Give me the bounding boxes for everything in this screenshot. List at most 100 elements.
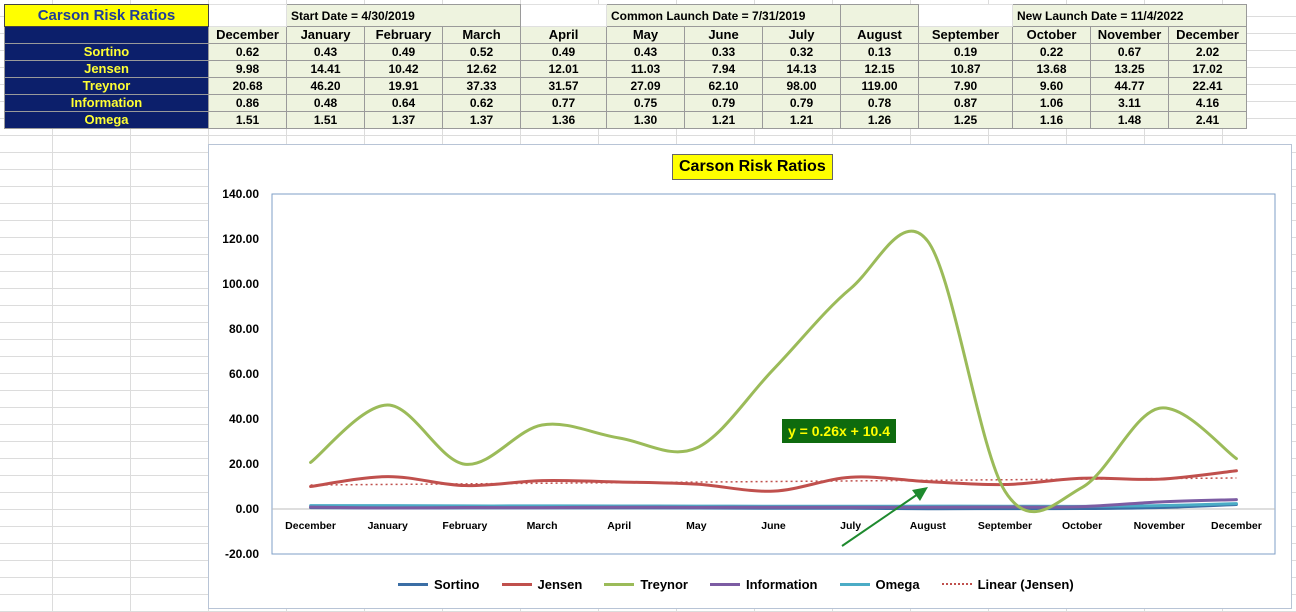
value-cell[interactable]: 19.91 <box>364 77 443 95</box>
row-label-omega[interactable]: Omega <box>4 111 209 129</box>
value-cell[interactable]: 0.13 <box>840 43 919 61</box>
plot-area[interactable] <box>271 193 1276 555</box>
value-cell[interactable]: 1.51 <box>208 111 287 129</box>
value-cell[interactable]: 14.41 <box>286 60 365 78</box>
value-cell[interactable]: 20.68 <box>208 77 287 95</box>
value-cell[interactable]: 7.90 <box>918 77 1013 95</box>
month-header[interactable]: April <box>520 26 607 44</box>
series-line-information[interactable] <box>309 498 1238 510</box>
value-cell[interactable]: 2.41 <box>1168 111 1247 129</box>
value-cell[interactable]: 1.51 <box>286 111 365 129</box>
month-header[interactable]: March <box>442 26 521 44</box>
value-cell[interactable]: 10.42 <box>364 60 443 78</box>
row-label-treynor[interactable]: Treynor <box>4 77 209 95</box>
legend-item-omega[interactable]: Omega <box>839 576 920 592</box>
value-cell[interactable]: 1.25 <box>918 111 1013 129</box>
banner-blank-cell[interactable] <box>840 4 919 27</box>
value-cell[interactable]: 1.48 <box>1090 111 1169 129</box>
value-cell[interactable]: 1.36 <box>520 111 607 129</box>
value-cell[interactable]: 11.03 <box>606 60 685 78</box>
value-cell[interactable]: 0.32 <box>762 43 841 61</box>
x-tick-label: June <box>761 520 786 532</box>
value-cell[interactable]: 37.33 <box>442 77 521 95</box>
legend-item-linear-jensen[interactable]: Linear (Jensen) <box>941 576 1074 592</box>
value-cell[interactable]: 44.77 <box>1090 77 1169 95</box>
value-cell[interactable]: 27.09 <box>606 77 685 95</box>
value-cell[interactable]: 0.86 <box>208 94 287 112</box>
value-cell[interactable]: 0.33 <box>684 43 763 61</box>
value-cell[interactable]: 1.37 <box>442 111 521 129</box>
value-cell[interactable]: 46.20 <box>286 77 365 95</box>
value-cell[interactable]: 0.62 <box>208 43 287 61</box>
value-cell[interactable]: 0.67 <box>1090 43 1169 61</box>
y-tick-label: 140.00 <box>222 187 259 201</box>
blank-cell[interactable] <box>918 4 1013 27</box>
value-cell[interactable]: 0.75 <box>606 94 685 112</box>
value-cell[interactable]: 1.21 <box>684 111 763 129</box>
value-cell[interactable]: 0.77 <box>520 94 607 112</box>
x-tick-label: November <box>1134 520 1185 532</box>
legend-item-treynor[interactable]: Treynor <box>604 577 688 592</box>
value-cell[interactable]: 12.01 <box>520 60 607 78</box>
value-cell[interactable]: 7.94 <box>684 60 763 78</box>
x-tick-label: December <box>285 520 336 532</box>
trendline-linear-jensen[interactable] <box>310 477 1237 486</box>
value-cell[interactable]: 0.48 <box>286 94 365 112</box>
legend-item-sortino[interactable]: Sortino <box>398 577 480 592</box>
legend-label: Sortino <box>434 576 480 592</box>
value-cell[interactable]: 1.26 <box>840 111 919 129</box>
value-cell[interactable]: 9.98 <box>208 60 287 78</box>
trendline-equation[interactable]: y = 0.26x + 10.4 <box>782 419 896 443</box>
value-cell[interactable]: 0.22 <box>1012 43 1091 61</box>
legend-label: Linear (Jensen) <box>977 576 1074 592</box>
value-cell[interactable]: 0.43 <box>286 43 365 61</box>
series-line-jensen[interactable] <box>309 469 1238 493</box>
value-cell[interactable]: 1.21 <box>762 111 841 129</box>
value-cell[interactable]: 10.87 <box>918 60 1013 78</box>
month-header[interactable]: May <box>606 26 685 44</box>
y-tick-label: 80.00 <box>229 322 259 336</box>
common-launch-banner[interactable]: Common Launch Date = 7/31/2019 <box>606 4 841 27</box>
series-line-treynor[interactable] <box>309 229 1238 514</box>
annotation-arrow-shaft <box>841 493 919 547</box>
value-cell[interactable]: 13.68 <box>1012 60 1091 78</box>
value-cell[interactable]: 0.19 <box>918 43 1013 61</box>
month-header[interactable]: August <box>840 26 919 44</box>
value-cell[interactable]: 13.25 <box>1090 60 1169 78</box>
chart-title[interactable]: Carson Risk Ratios <box>672 154 833 180</box>
value-cell[interactable]: 0.43 <box>606 43 685 61</box>
value-cell[interactable]: 0.64 <box>364 94 443 112</box>
value-cell[interactable]: 119.00 <box>840 77 919 95</box>
value-cell[interactable]: 22.41 <box>1168 77 1247 95</box>
x-tick-label: May <box>686 520 707 532</box>
value-cell[interactable]: 62.10 <box>684 77 763 95</box>
month-header[interactable]: December <box>208 26 287 44</box>
value-cell[interactable]: 3.11 <box>1090 94 1169 112</box>
chart-area[interactable] <box>208 144 1292 609</box>
value-cell[interactable]: 98.00 <box>762 77 841 95</box>
value-cell[interactable]: 1.30 <box>606 111 685 129</box>
month-header[interactable]: July <box>762 26 841 44</box>
month-header[interactable]: February <box>364 26 443 44</box>
value-cell[interactable]: 12.15 <box>840 60 919 78</box>
value-cell[interactable]: 0.78 <box>840 94 919 112</box>
legend-label: Omega <box>875 576 920 592</box>
legend-item-jensen[interactable]: Jensen <box>501 577 582 592</box>
value-cell[interactable]: 1.16 <box>1012 111 1091 129</box>
row-label-sortino[interactable]: Sortino <box>4 43 209 61</box>
value-cell[interactable]: 31.57 <box>520 77 607 95</box>
value-cell[interactable]: 4.16 <box>1168 94 1247 112</box>
row-label-information[interactable]: Information <box>4 94 209 112</box>
month-header[interactable]: December <box>1168 26 1247 44</box>
month-header[interactable]: September <box>918 26 1013 44</box>
blank-cell[interactable] <box>208 4 287 27</box>
value-cell[interactable]: 0.62 <box>442 94 521 112</box>
month-header[interactable]: October <box>1012 26 1091 44</box>
x-tick-label: February <box>442 520 487 532</box>
value-cell[interactable]: 0.49 <box>364 43 443 61</box>
legend-item-information[interactable]: Information <box>710 577 818 592</box>
value-cell[interactable]: 1.37 <box>364 111 443 129</box>
new-launch-banner[interactable]: New Launch Date = 11/4/2022 <box>1012 4 1247 27</box>
chart-legend[interactable]: Sortino Jensen Treynor Information Omega Line… <box>398 574 1096 594</box>
value-cell[interactable]: 2.02 <box>1168 43 1247 61</box>
